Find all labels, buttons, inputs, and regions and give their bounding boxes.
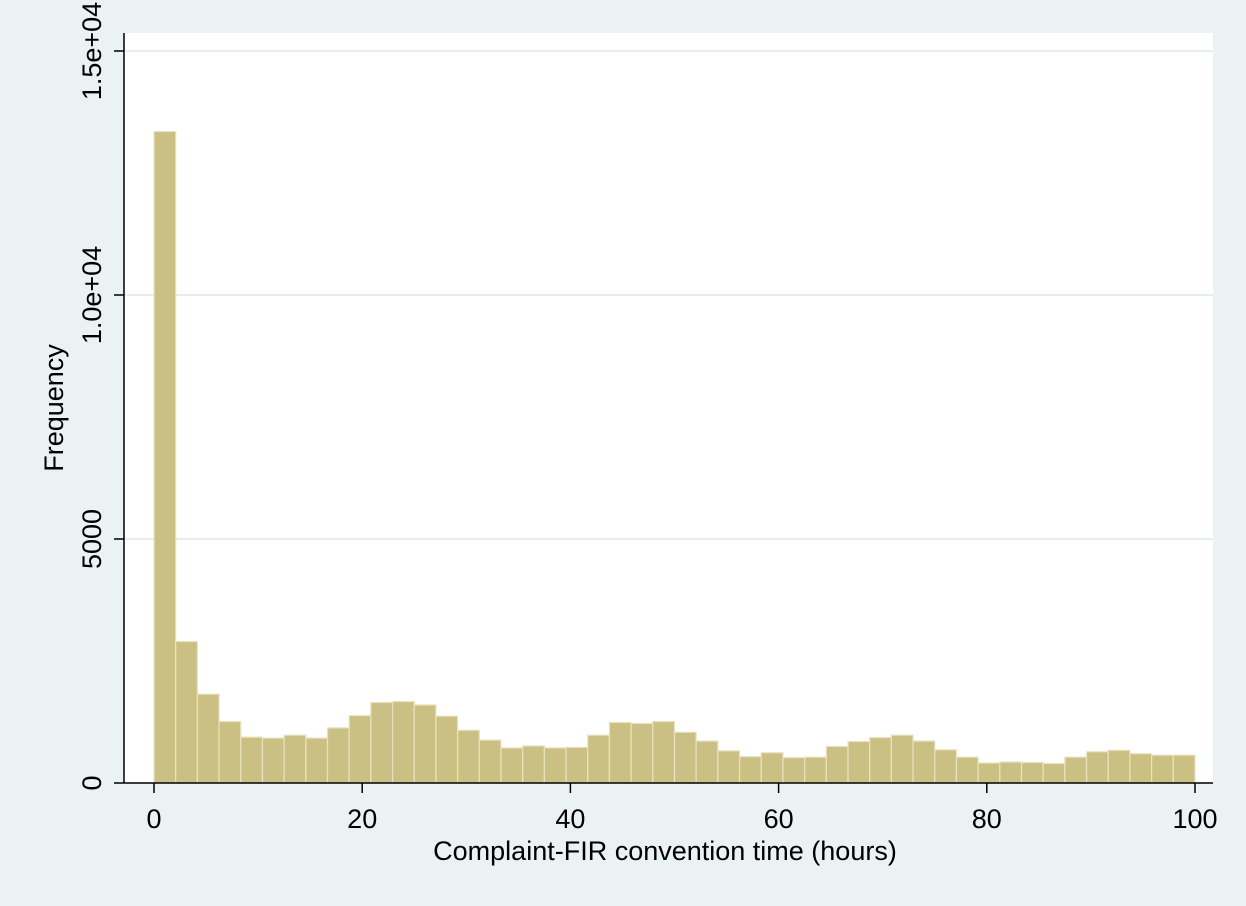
histogram-bar: [478, 739, 502, 784]
histogram-bar: [565, 746, 589, 784]
histogram-bar: [261, 737, 285, 784]
histogram-bar: [543, 747, 567, 784]
x-tick-label: 0: [146, 804, 161, 834]
histogram-bar: [413, 704, 437, 784]
histogram-bar: [977, 762, 1001, 784]
y-tick-label: 5000: [77, 509, 107, 569]
y-axis-ticks: 0 5000 1.0e+04 1.5e+04: [77, 2, 124, 791]
histogram-bar: [305, 737, 329, 784]
histogram-bar: [218, 720, 242, 784]
histogram-bar: [1151, 754, 1174, 784]
histogram-bar: [1129, 753, 1153, 784]
histogram-bar: [717, 750, 741, 784]
y-tick-label: 1.0e+04: [77, 246, 107, 344]
histogram-bar: [522, 745, 545, 784]
histogram-bar: [847, 740, 871, 784]
x-tick-label: 40: [555, 804, 585, 834]
histogram-bar: [695, 740, 719, 784]
histogram-bar: [608, 721, 632, 784]
histogram-bar: [652, 720, 676, 784]
histogram-bar: [890, 734, 914, 784]
y-tick-label: 0: [77, 775, 107, 790]
histogram-bar: [1107, 749, 1131, 784]
x-tick-label: 60: [764, 804, 794, 834]
plot-area: [124, 33, 1213, 783]
x-tick-label: 80: [972, 804, 1002, 834]
histogram-bar: [500, 747, 524, 784]
y-tick-label: 1.5e+04: [77, 2, 107, 100]
histogram-bar: [630, 722, 654, 784]
y-axis-label: Frequency: [39, 344, 69, 472]
histogram-bar: [153, 130, 177, 784]
histogram-bar: [804, 756, 827, 784]
histogram-bar: [738, 756, 762, 784]
histogram-bar: [934, 749, 958, 784]
x-tick-label: 100: [1172, 804, 1217, 834]
grid-lines: [124, 50, 1213, 540]
x-axis-ticks: 0 20 40 60 80 100: [146, 783, 1218, 834]
histogram-bar: [391, 700, 415, 784]
histogram-bar: [587, 734, 611, 784]
histogram-bar: [240, 736, 264, 784]
histogram-bar: [912, 740, 936, 784]
histogram-bar: [760, 752, 784, 784]
x-tick-label: 20: [347, 804, 377, 834]
histogram-bar: [348, 715, 372, 784]
histogram-bar: [1172, 754, 1196, 784]
histogram-bar: [999, 761, 1023, 784]
histogram-bar: [196, 693, 220, 784]
histogram-bar: [825, 745, 849, 784]
histogram-bar: [370, 701, 394, 784]
histogram-bar: [283, 734, 307, 784]
histogram-bar: [435, 715, 459, 784]
histogram-bar: [326, 727, 350, 784]
x-axis-label: Complaint-FIR convention time (hours): [433, 836, 897, 866]
histogram-bar: [869, 737, 892, 784]
histogram-bar: [673, 731, 697, 784]
histogram-bar: [175, 640, 198, 784]
histogram-bar: [1085, 751, 1109, 784]
histogram-bar: [1064, 756, 1088, 784]
histogram-bar: [782, 757, 806, 784]
histogram-bar: [1042, 762, 1066, 784]
histogram-bar: [955, 756, 979, 784]
histogram-bar: [1020, 761, 1044, 784]
histogram-bar: [457, 729, 480, 784]
